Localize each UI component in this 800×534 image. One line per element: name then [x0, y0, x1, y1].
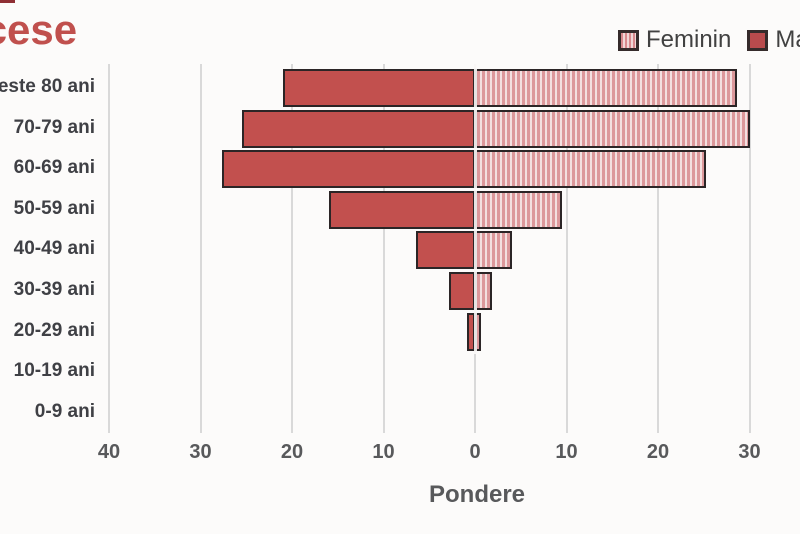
- feminin-swatch-icon: [618, 29, 639, 51]
- gridline: [382, 64, 385, 433]
- bar-masculin-40-49-ani: [416, 231, 475, 270]
- category-label: 10-19 ani: [13, 360, 95, 382]
- x-tick-label: 40: [97, 441, 121, 463]
- zero-axis-line: [473, 64, 477, 354]
- x-tick-label: 20: [646, 441, 670, 463]
- cropped-element-fragment: [0, 0, 15, 3]
- x-axis-title: Pondere: [428, 481, 526, 508]
- gridline: [657, 64, 659, 433]
- x-tick-label: 30: [738, 441, 761, 463]
- x-tick-label: 10: [372, 441, 395, 463]
- legend-label-feminin: Feminin: [646, 26, 732, 53]
- bar-feminin-70-79-ani: [475, 109, 750, 148]
- category-label: 40-49 ani: [13, 238, 95, 260]
- masculin-swatch-icon: [747, 29, 769, 51]
- category-label: 30-39 ani: [13, 279, 95, 300]
- gridline: [748, 64, 751, 433]
- bar-feminin-50-59-ani: [475, 190, 562, 229]
- bar-masculin-70-79-ani: [241, 109, 475, 148]
- legend: Feminin Masculin: [618, 26, 800, 54]
- bar-masculin-peste-80-ani: [282, 69, 475, 107]
- x-tick-label: 0: [469, 441, 481, 463]
- legend-item-feminin: Feminin: [618, 26, 731, 54]
- legend-label-masculin: Masculin: [775, 26, 800, 53]
- x-tick-label: 10: [555, 441, 578, 463]
- category-label: 70-79 ani: [13, 116, 95, 138]
- bar-masculin-60-69-ani: [221, 150, 475, 189]
- x-tick-label: 30: [189, 441, 212, 463]
- bar-feminin-30-39-ani: [475, 272, 493, 310]
- gridline: [565, 64, 568, 433]
- gridline: [199, 64, 202, 433]
- bar-feminin-peste-80-ani: [475, 69, 737, 107]
- category-label: 50-59 ani: [13, 197, 95, 219]
- bar-masculin-50-59-ani: [328, 190, 475, 229]
- gridline: [291, 64, 293, 433]
- category-label: 0-9 ani: [34, 400, 95, 422]
- bar-masculin-30-39-ani: [449, 272, 475, 310]
- x-tick-label: 20: [280, 441, 304, 463]
- category-label: 20-29 ani: [13, 319, 95, 341]
- chart-title: Decese: [0, 6, 78, 53]
- category-label: Peste 80 ani: [0, 76, 95, 97]
- legend-item-masculin: Masculin: [747, 26, 800, 54]
- category-label: 60-69 ani: [13, 157, 95, 179]
- bar-feminin-40-49-ani: [475, 231, 512, 270]
- bar-feminin-60-69-ani: [475, 150, 706, 189]
- gridline: [108, 64, 110, 433]
